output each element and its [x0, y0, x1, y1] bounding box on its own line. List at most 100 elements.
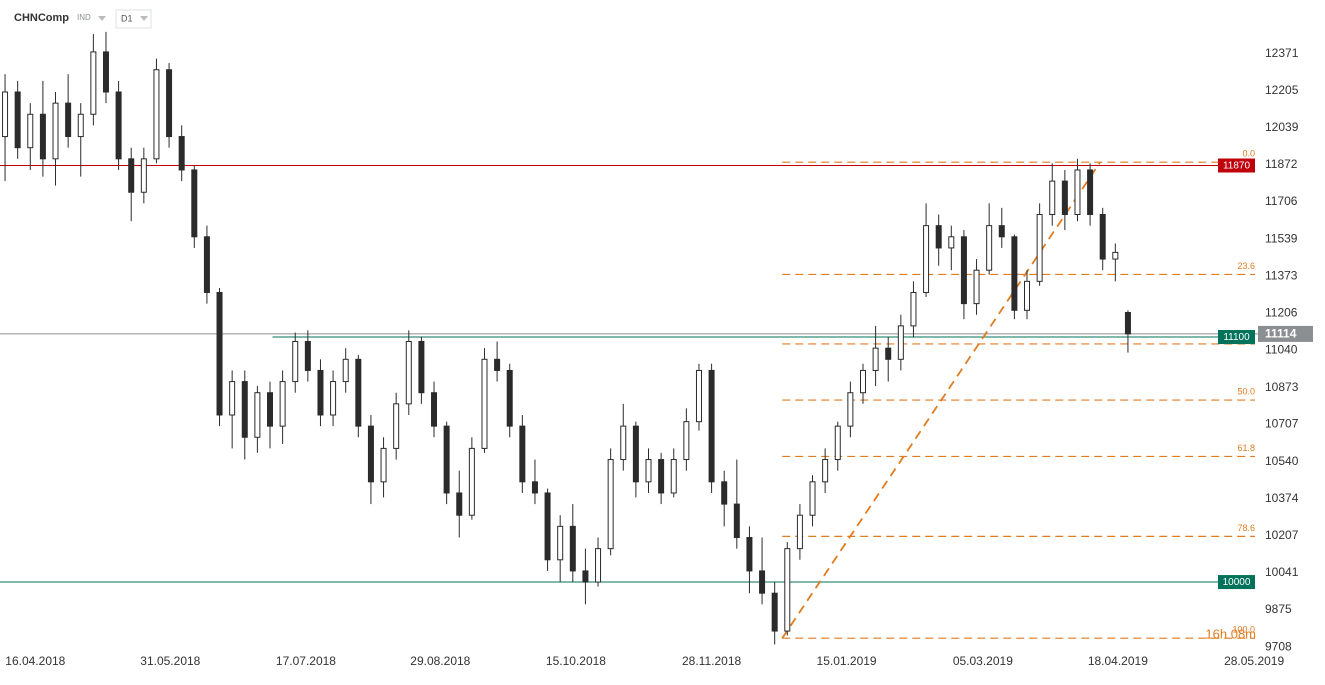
candle-body — [2, 91, 9, 138]
candle-body — [607, 459, 614, 550]
candle-body — [65, 102, 72, 138]
candle-body — [872, 347, 879, 371]
fib-label: 0.0 — [1242, 149, 1255, 159]
candle-body — [986, 225, 993, 271]
candle-body — [960, 236, 967, 305]
candle-body — [254, 392, 261, 438]
timeframe[interactable]: D1 — [121, 13, 133, 23]
candle-body — [695, 369, 702, 423]
y-tick-label: 10207 — [1265, 528, 1299, 542]
x-tick-label: 31.05.2018 — [140, 654, 200, 668]
candle-body — [27, 113, 34, 149]
x-tick-label: 15.01.2019 — [817, 654, 877, 668]
candle-body — [506, 369, 513, 427]
candle-body — [330, 381, 337, 416]
candle-body — [632, 425, 639, 483]
level-box — [1218, 158, 1255, 173]
candle-body — [582, 570, 589, 583]
x-tick-label: 18.04.2019 — [1088, 654, 1148, 668]
candle-body — [746, 537, 753, 572]
candle-body — [456, 492, 463, 516]
candle-body — [90, 51, 97, 115]
candle-body — [178, 136, 185, 171]
candle-body — [418, 340, 425, 394]
dropdown-arrow — [98, 16, 106, 21]
candle-body — [910, 291, 917, 327]
candle-body — [1124, 312, 1131, 335]
fib-label: 61.8 — [1237, 443, 1255, 453]
candle-body — [670, 459, 677, 494]
candle-body — [355, 358, 362, 427]
candle-body — [859, 369, 866, 394]
candle-body — [153, 69, 160, 160]
candle-body — [1087, 169, 1094, 216]
y-tick-label: 11040 — [1265, 343, 1298, 357]
candle-body — [885, 347, 892, 360]
candle-body — [759, 570, 766, 594]
countdown: 16h 08m — [1205, 626, 1256, 641]
candle-body — [1074, 169, 1081, 216]
fib-label: 23.6 — [1237, 261, 1255, 271]
candle-body — [304, 340, 311, 371]
timeframe-box[interactable] — [115, 9, 152, 29]
candle-body — [973, 269, 980, 305]
candle-body — [216, 291, 223, 416]
candle-body — [620, 425, 627, 461]
y-tick-label: 12371 — [1265, 46, 1299, 60]
candle-body — [948, 236, 955, 249]
fib-label: 100.0 — [1232, 625, 1255, 635]
candle-body — [569, 525, 576, 572]
x-tick-label: 16.04.2018 — [5, 654, 65, 668]
candle-body — [796, 514, 803, 550]
candle-body — [393, 403, 400, 449]
x-tick-label: 17.07.2018 — [276, 654, 336, 668]
candle-body — [279, 381, 286, 427]
fib-label: 50.0 — [1237, 386, 1255, 396]
y-tick-label: 10041 — [1265, 565, 1299, 579]
candle-body — [241, 381, 248, 438]
candle-body — [52, 102, 59, 160]
candle-body — [519, 425, 526, 483]
x-tick-label: 28.11.2018 — [682, 654, 741, 668]
candle-body — [557, 525, 564, 561]
fib-label: 78.6 — [1237, 523, 1255, 533]
y-tick-label: 12039 — [1265, 120, 1299, 134]
candle-body — [822, 459, 829, 483]
level-label: 11870 — [1223, 161, 1251, 172]
candle-body — [1112, 251, 1119, 260]
candle-body — [531, 481, 538, 494]
candle-body — [834, 425, 841, 461]
chart-title: CHNComp — [14, 12, 69, 24]
candle-body — [595, 548, 602, 583]
candle-body — [115, 91, 122, 160]
instrument-type[interactable]: IND — [77, 13, 91, 22]
candle-body — [721, 481, 728, 505]
current-price-label: 11114 — [1265, 327, 1297, 341]
level-box — [1218, 330, 1255, 345]
candle-body — [494, 358, 501, 371]
candle-body — [784, 548, 791, 632]
candle-body — [1011, 236, 1018, 311]
candle-body — [468, 447, 475, 516]
candle-body — [443, 425, 450, 494]
candle-body — [380, 447, 387, 483]
candle-body — [166, 69, 173, 138]
x-tick-label: 15.10.2018 — [546, 654, 606, 668]
level-label: 10000 — [1223, 577, 1251, 588]
y-tick-label: 11872 — [1265, 157, 1298, 171]
candle-body — [317, 369, 324, 416]
current-price-box — [1258, 325, 1313, 342]
y-tick-label: 9875 — [1265, 602, 1292, 616]
candle-body — [809, 481, 816, 516]
y-tick-label: 10707 — [1265, 417, 1299, 431]
x-tick-label: 28.05.2019 — [1224, 654, 1284, 668]
candle-body — [1099, 214, 1106, 260]
y-tick-label: 10873 — [1265, 380, 1299, 394]
x-tick-label: 05.03.2019 — [953, 654, 1013, 668]
candle-body — [923, 225, 930, 293]
candle-body — [1049, 180, 1056, 216]
candle-body — [14, 91, 21, 149]
x-tick-label: 29.08.2018 — [410, 654, 470, 668]
